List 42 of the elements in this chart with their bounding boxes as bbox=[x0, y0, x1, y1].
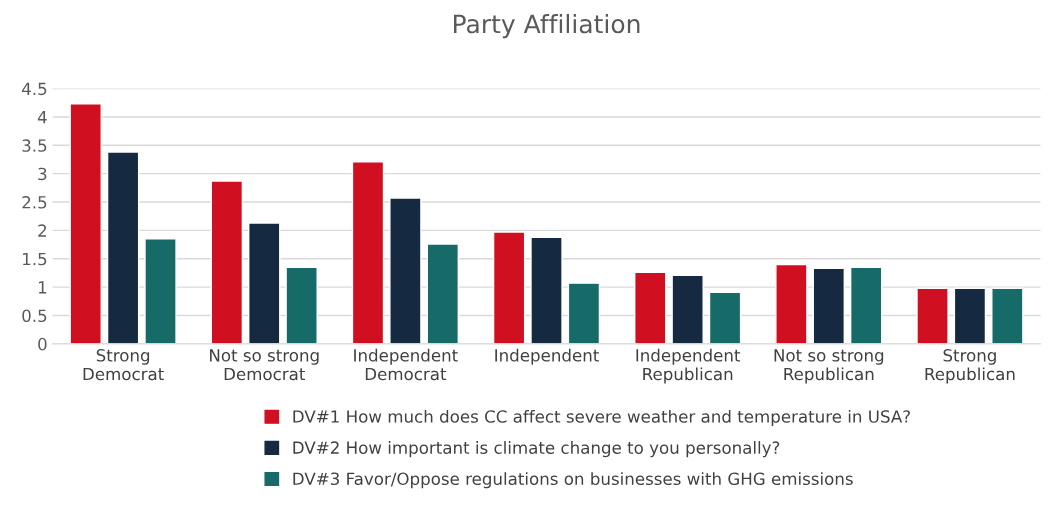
bar bbox=[708, 291, 742, 344]
bar bbox=[492, 231, 526, 344]
bar bbox=[389, 197, 422, 344]
bar bbox=[426, 243, 460, 344]
bar bbox=[953, 287, 987, 344]
y-tick-label: 3 bbox=[38, 167, 47, 181]
bar bbox=[210, 180, 244, 344]
x-tick-label: Strong Democrat bbox=[83, 349, 164, 381]
bar bbox=[567, 282, 601, 344]
bar bbox=[671, 274, 704, 344]
y-tick-label: 1.5 bbox=[23, 252, 47, 266]
bar bbox=[285, 266, 318, 344]
x-tick-label: Not so strong Democrat bbox=[210, 349, 319, 381]
bar bbox=[106, 151, 140, 344]
x-tick-label: Independent bbox=[495, 348, 599, 365]
y-tick-label: 0 bbox=[38, 337, 47, 351]
x-tick-label: Strong Republican bbox=[925, 349, 1015, 384]
bar bbox=[634, 271, 667, 344]
bar bbox=[812, 267, 846, 344]
bar bbox=[144, 238, 177, 344]
bar bbox=[248, 222, 281, 344]
x-tick-label: Independent Democrat bbox=[354, 348, 458, 381]
x-tick-label: Independent Republican bbox=[636, 348, 741, 384]
y-tick-label: 2 bbox=[38, 224, 47, 237]
bar bbox=[916, 287, 949, 344]
legend-label: DV#3 Favor/Oppose regulations on businesses with GHG emissions bbox=[293, 472, 853, 489]
y-tick-label: 3.5 bbox=[22, 139, 47, 152]
bar bbox=[775, 263, 808, 344]
x-tick-label: Not so strong Republican bbox=[774, 349, 884, 384]
chart-title: Party Affiliation bbox=[454, 14, 640, 39]
y-tick-label: 0.5 bbox=[22, 309, 47, 323]
y-tick-label: 4 bbox=[37, 111, 47, 124]
bar bbox=[991, 287, 1024, 344]
y-tick-label: 4.5 bbox=[22, 82, 47, 96]
legend-label: DV#1 How much does CC affect severe weather and temperature in USA? bbox=[293, 409, 910, 427]
y-tick-label: 2.5 bbox=[22, 195, 47, 209]
legend-label: DV#2 How important is climate change to you personally? bbox=[293, 441, 780, 458]
bar bbox=[351, 161, 385, 344]
bar bbox=[69, 103, 102, 344]
bar bbox=[530, 236, 563, 344]
bar bbox=[849, 266, 883, 344]
y-tick-label: 1 bbox=[38, 281, 47, 294]
